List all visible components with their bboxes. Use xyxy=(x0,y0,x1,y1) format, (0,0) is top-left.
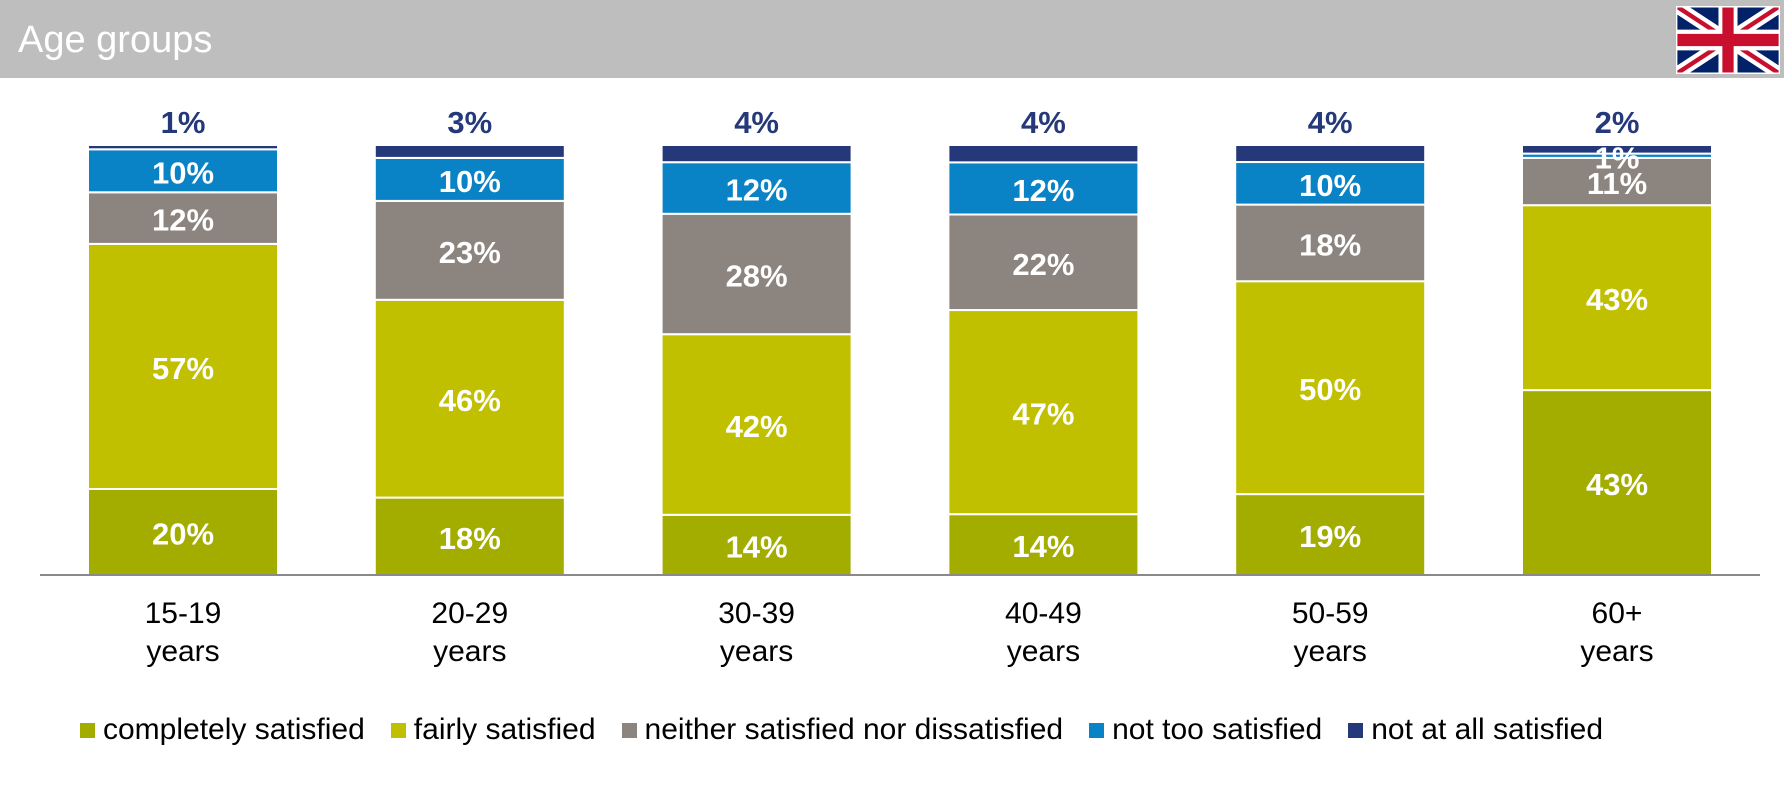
data-label: 18% xyxy=(1299,227,1361,262)
bar-segment xyxy=(1234,493,1427,577)
data-label: 20% xyxy=(152,517,214,552)
bar-segment xyxy=(87,488,279,576)
bar-segment xyxy=(373,144,566,159)
legend-item: completely satisfied xyxy=(80,712,365,748)
data-label: 4% xyxy=(1308,105,1353,140)
bar-segment xyxy=(87,144,279,151)
data-label: 23% xyxy=(439,235,501,270)
data-label: 1% xyxy=(1595,140,1640,175)
bar-segment xyxy=(947,144,1140,164)
chart-legend: completely satisfied fairly satisfied neit… xyxy=(80,710,1629,750)
data-label: 57% xyxy=(152,351,214,386)
legend-swatch xyxy=(1089,722,1105,738)
bar-segment xyxy=(660,333,853,516)
data-label: 43% xyxy=(1586,467,1648,502)
bar-segment xyxy=(1521,389,1713,576)
data-label: 14% xyxy=(726,529,788,564)
data-label: 12% xyxy=(152,203,214,238)
bar-segment xyxy=(947,161,1140,216)
bar-segment xyxy=(660,144,853,164)
header-bar: Age groups xyxy=(0,0,1784,78)
bar-segment xyxy=(660,513,853,576)
category-label: 50-59 years xyxy=(1292,597,1369,668)
bar-segment xyxy=(373,298,566,499)
legend-label: neither satisfied nor dissatisfied xyxy=(644,713,1064,746)
union-jack-flag-icon xyxy=(1676,6,1780,74)
category-label: 30-39 years xyxy=(718,597,795,668)
legend-label: not too satisfied xyxy=(1112,713,1323,746)
data-label: 46% xyxy=(439,383,501,418)
data-label: 18% xyxy=(439,521,501,556)
legend-item: fairly satisfied xyxy=(390,712,596,748)
data-label: 10% xyxy=(152,155,214,190)
data-label: 42% xyxy=(726,409,788,444)
data-label: 11% xyxy=(1587,166,1647,201)
data-label: 12% xyxy=(726,173,788,208)
category-labels: 15-19 years 20-29 years 30-39 years 40-49 years… xyxy=(145,597,1654,668)
category-label: 20-29 years xyxy=(431,597,508,668)
bar-segment xyxy=(947,309,1140,516)
data-label: 3% xyxy=(447,105,492,140)
data-label: 19% xyxy=(1299,519,1361,554)
bar-segment xyxy=(373,199,566,301)
bars-layer xyxy=(87,144,1713,577)
data-label: 2% xyxy=(1595,105,1640,140)
category-label: 60+ years xyxy=(1580,597,1653,668)
data-label: 4% xyxy=(1021,105,1066,140)
bar-segment xyxy=(660,212,853,336)
bar-segment xyxy=(1234,161,1427,206)
legend-item: neither satisfied nor dissatisfied xyxy=(621,712,1064,748)
data-label: 12% xyxy=(1012,173,1074,208)
legend-item: not at all satisfied xyxy=(1348,712,1603,748)
legend-label: not at all satisfied xyxy=(1371,713,1604,746)
data-label: 43% xyxy=(1586,282,1648,317)
data-label: 47% xyxy=(1012,397,1074,432)
data-label: 28% xyxy=(726,259,788,294)
bar-segment xyxy=(87,191,279,245)
bar-segment xyxy=(1234,280,1427,496)
page-title: Age groups xyxy=(18,19,213,61)
labels-layer: 20% 57% 12% 10% 1% 18% 46% 23% 10% 3% 14% 42% 28% 12%… xyxy=(152,105,1648,564)
legend-swatch xyxy=(390,722,406,738)
data-label: 4% xyxy=(734,105,779,140)
legend-swatch xyxy=(1348,722,1364,738)
bar-segment xyxy=(1521,204,1713,392)
data-label: 50% xyxy=(1299,372,1361,407)
data-label: 14% xyxy=(1012,529,1074,564)
bar-segment xyxy=(947,513,1140,576)
bar-segment xyxy=(1521,156,1713,207)
data-label: 1% xyxy=(161,105,206,140)
data-label: 22% xyxy=(1012,247,1074,282)
legend-swatch xyxy=(621,722,637,738)
legend-swatch xyxy=(80,722,95,738)
legend-item: not too satisfied xyxy=(1089,712,1322,748)
bar-segment xyxy=(1521,144,1713,155)
legend-label: completely satisfied xyxy=(103,713,365,746)
bar-segment xyxy=(87,242,279,490)
category-label: 40-49 years xyxy=(1005,597,1082,668)
data-label: 10% xyxy=(439,164,501,199)
bar-segment xyxy=(373,156,566,202)
category-label: 15-19 years xyxy=(145,597,222,668)
data-label: 10% xyxy=(1299,168,1361,203)
bar-segment xyxy=(1234,144,1427,164)
legend-label: fairly satisfied xyxy=(413,713,596,746)
